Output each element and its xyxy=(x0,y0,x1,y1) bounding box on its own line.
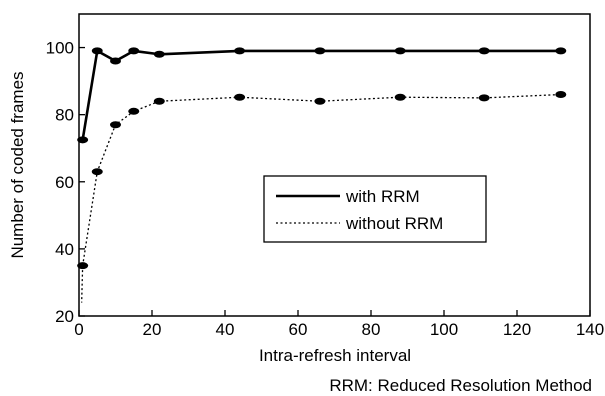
data-point xyxy=(128,107,140,115)
data-point xyxy=(394,47,406,55)
data-point xyxy=(234,93,246,101)
legend: with RRM without RRM xyxy=(263,175,487,243)
footnote: RRM: Reduced Resolution Method xyxy=(329,376,592,395)
x-axis-label: Intra-refresh interval xyxy=(259,346,411,365)
legend-box xyxy=(263,175,487,243)
data-point xyxy=(394,93,406,101)
data-point xyxy=(478,47,490,55)
data-point xyxy=(234,47,246,55)
y-tick-label-100: 100 xyxy=(46,39,74,58)
data-point xyxy=(314,47,326,55)
data-point xyxy=(555,91,567,99)
data-point xyxy=(110,121,121,129)
x-tick-label-40: 40 xyxy=(216,320,235,339)
data-point xyxy=(555,47,567,55)
series-line xyxy=(81,49,561,141)
series-without-rrm xyxy=(77,91,567,303)
data-point xyxy=(314,97,326,105)
plot-frame xyxy=(78,13,591,317)
data-point xyxy=(77,136,89,144)
x-tick-label-0: 0 xyxy=(74,320,83,339)
data-point xyxy=(91,47,103,55)
data-point xyxy=(478,94,490,102)
data-point xyxy=(77,262,89,270)
x-tick-label-140: 140 xyxy=(576,320,604,339)
data-point xyxy=(91,168,103,176)
series-line xyxy=(82,93,561,266)
data-point xyxy=(153,97,165,105)
legend-label-1: without RRM xyxy=(345,214,443,233)
data-point xyxy=(110,57,121,65)
x-tick-label-20: 20 xyxy=(143,320,162,339)
data-point xyxy=(153,50,165,58)
series-with-rrm xyxy=(77,47,567,144)
series-tail xyxy=(81,265,84,303)
y-tick-label-40: 40 xyxy=(55,240,74,259)
x-tick-label-120: 120 xyxy=(503,320,531,339)
y-axis-label: Number of coded frames xyxy=(8,71,27,258)
y-tick-label-80: 80 xyxy=(55,106,74,125)
legend-label-0: with RRM xyxy=(345,187,420,206)
series-layer xyxy=(77,47,567,303)
y-tick-label-60: 60 xyxy=(55,173,74,192)
x-tick-label-100: 100 xyxy=(430,320,458,339)
x-tick-label-80: 80 xyxy=(362,320,381,339)
x-tick-label-60: 60 xyxy=(289,320,308,339)
y-tick-label-20: 20 xyxy=(55,307,74,326)
data-point xyxy=(128,47,140,55)
